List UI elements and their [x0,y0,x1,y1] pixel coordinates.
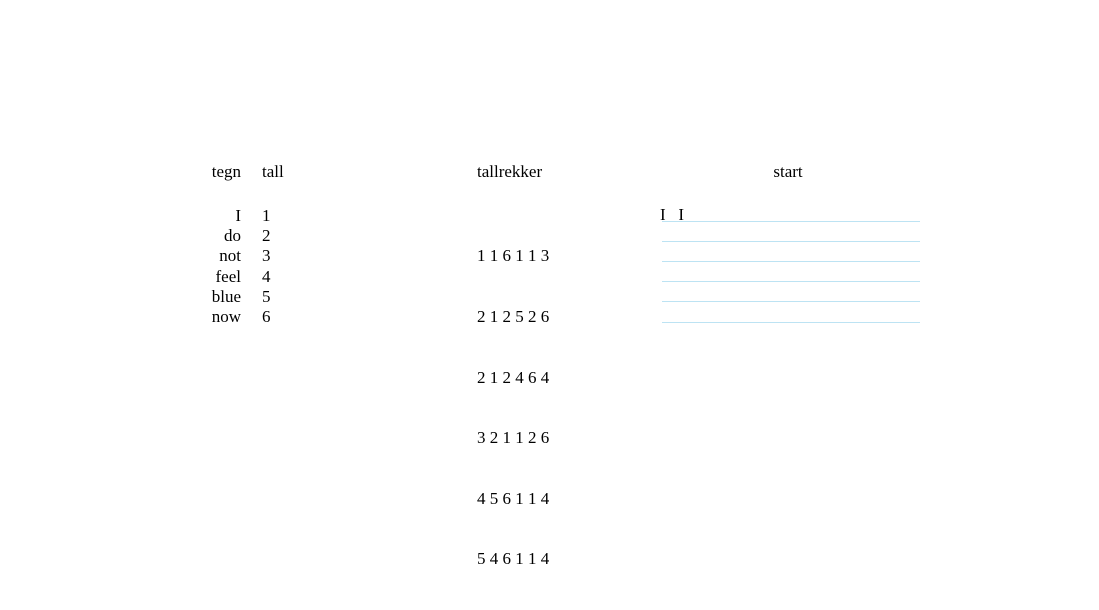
sequences-header: tallrekker [477,162,543,181]
answer-line[interactable] [662,282,920,303]
sequence-row: 1 1 6 1 1 3 [477,246,550,266]
number-cell: 3 [262,246,271,266]
sign-cell: feel [215,266,241,286]
number-cell: 5 [262,286,271,306]
answer-line[interactable] [662,222,920,242]
number-cell: 6 [262,307,271,327]
sequence-row: 5 4 6 1 1 4 [477,549,550,569]
sign-row: do 2 [179,226,271,246]
sequence-row: 2 1 2 4 6 4 [477,367,550,387]
sign-cell: do [224,226,241,246]
sequence-row: 2 1 2 5 2 6 [477,307,550,327]
number-cell: 4 [262,266,271,286]
sign-cell: I [235,206,241,225]
signs-table: I 1 do 2 not 3 feel 4 blue 5 now 6 [179,206,271,327]
sign-cell: not [219,246,241,266]
signs-table-header: tegn tall [179,162,284,182]
sequences-list: 1 1 6 1 1 3 2 1 2 5 2 6 2 1 2 4 6 4 3 2 … [477,206,549,610]
sign-column-header: tegn [211,162,241,181]
answer-line[interactable] [662,302,920,323]
number-column-header: tall [262,162,284,181]
number-cell: 2 [262,226,271,246]
sign-cell: blue [211,286,241,306]
answer-lines [662,202,920,323]
answer-line[interactable] [662,262,920,283]
sign-row: blue 5 [179,287,271,307]
sign-cell: now [211,307,241,327]
written-answer: I I [660,205,685,224]
sequence-row: 4 5 6 1 1 4 [477,488,550,508]
sign-row: not 3 [179,246,271,266]
number-cell: 1 [262,206,271,225]
answer-area-header: start [773,162,803,181]
answer-line[interactable] [662,242,920,263]
answer-line[interactable] [662,202,920,222]
sign-row: I 1 [179,206,271,226]
sequence-row: 3 2 1 1 2 6 [477,428,550,448]
sign-row: feel 4 [179,267,271,287]
sign-row: now 6 [179,307,271,327]
